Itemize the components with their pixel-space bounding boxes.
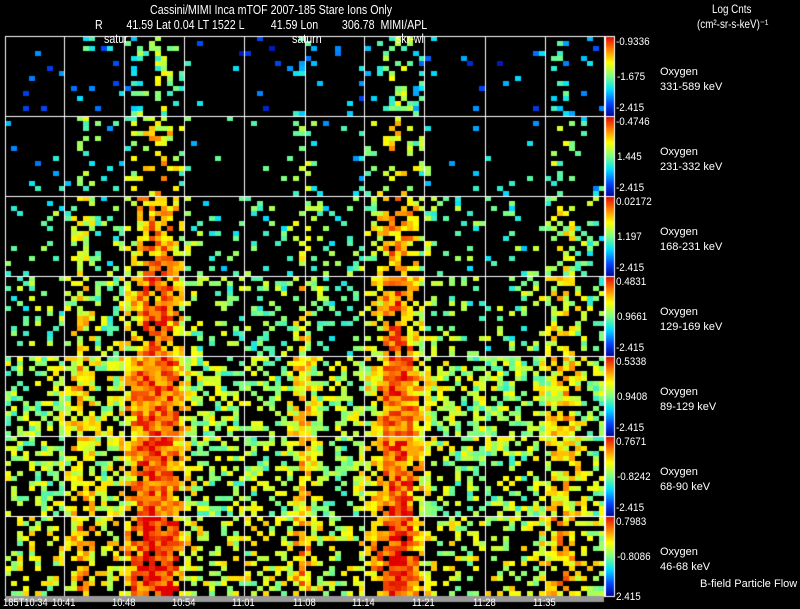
units-label-2: (cm²-sr-s-keV)⁻¹ [697, 17, 769, 31]
colorbar-max-label: 0.7983 [616, 516, 647, 528]
x-tick-label: 11:08 [293, 597, 316, 609]
panel-species-label: Oxygen [660, 466, 698, 478]
x-tick-label: 11:21 [412, 597, 435, 609]
panel-species-label: Oxygen [660, 66, 698, 78]
panel-energy-label: 168-231 keV [660, 241, 723, 253]
panel-energy-label: 89-129 keV [660, 401, 717, 413]
panel-energy-label: 68-90 keV [660, 481, 711, 493]
footer-label: B-field Particle Flow [700, 578, 798, 590]
x-tick-label: 185T10:34 [3, 597, 48, 609]
colorbar-max-label: 0.7671 [616, 436, 647, 448]
marker-label: skr-wl [396, 31, 424, 46]
colorbar-max-label: 0.5338 [616, 356, 647, 368]
colorbar-mid-label: -0.8086 [617, 551, 651, 563]
x-tick-label: 10:48 [112, 597, 136, 609]
chart-title: Cassini/MIMI Inca mTOF 2007-185 Stare Io… [150, 2, 393, 17]
panel-species-label: Oxygen [660, 546, 698, 558]
colorbar-max-label: 0.02172 [616, 196, 652, 208]
colorbar-min-label: -2.415 [616, 502, 645, 514]
colorbar-max-label: -0.9336 [616, 36, 650, 48]
panel-species-label: Oxygen [660, 146, 698, 158]
marker-label: satur [104, 31, 128, 46]
colorbar-min-label: 2.415 [616, 591, 641, 603]
x-tick-label: 11:14 [352, 597, 375, 609]
x-tick-label: 11:28 [473, 597, 496, 609]
ephemeris-line: R 41.59 Lat 0.04 LT 1522 L 41.59 Lon 306… [95, 17, 428, 32]
colorbar-mid-label: 1.197 [617, 231, 642, 243]
panel-energy-label: 129-169 keV [660, 321, 723, 333]
units-label: Log Cnts [712, 2, 752, 16]
panel-species-label: Oxygen [660, 306, 698, 318]
colorbar-mid-label: 1.445 [617, 151, 642, 163]
colorbar-max-label: 0.4831 [616, 276, 647, 288]
colorbar-mid-label: 0.9661 [617, 311, 648, 323]
panel-energy-label: 231-332 keV [660, 161, 723, 173]
panel-energy-label: 46-68 keV [660, 561, 711, 573]
panel-species-label: Oxygen [660, 386, 698, 398]
panel-energy-label: 331-589 keV [660, 81, 723, 93]
marker-label: saturn [292, 31, 322, 46]
colorbar-min-label: -2.415 [616, 422, 645, 434]
colorbar-mid-label: -0.8242 [617, 471, 651, 483]
colorbar-min-label: -2.415 [616, 342, 645, 354]
colorbar-mid-label: -1.675 [617, 71, 646, 83]
x-tick-label: 10:54 [172, 597, 196, 609]
colorbar-max-label: -0.4746 [616, 116, 650, 128]
x-tick-label: 11:01 [232, 597, 255, 609]
x-tick-label: 11:35 [533, 597, 556, 609]
panel-species-label: Oxygen [660, 226, 698, 238]
colorbar-min-label: -2.415 [616, 182, 645, 194]
colorbar-min-label: -2.415 [616, 102, 645, 114]
x-tick-label: 10:41 [52, 597, 76, 609]
colorbar-min-label: -2.415 [616, 262, 645, 274]
colorbar-mid-label: 0.9408 [617, 391, 648, 403]
